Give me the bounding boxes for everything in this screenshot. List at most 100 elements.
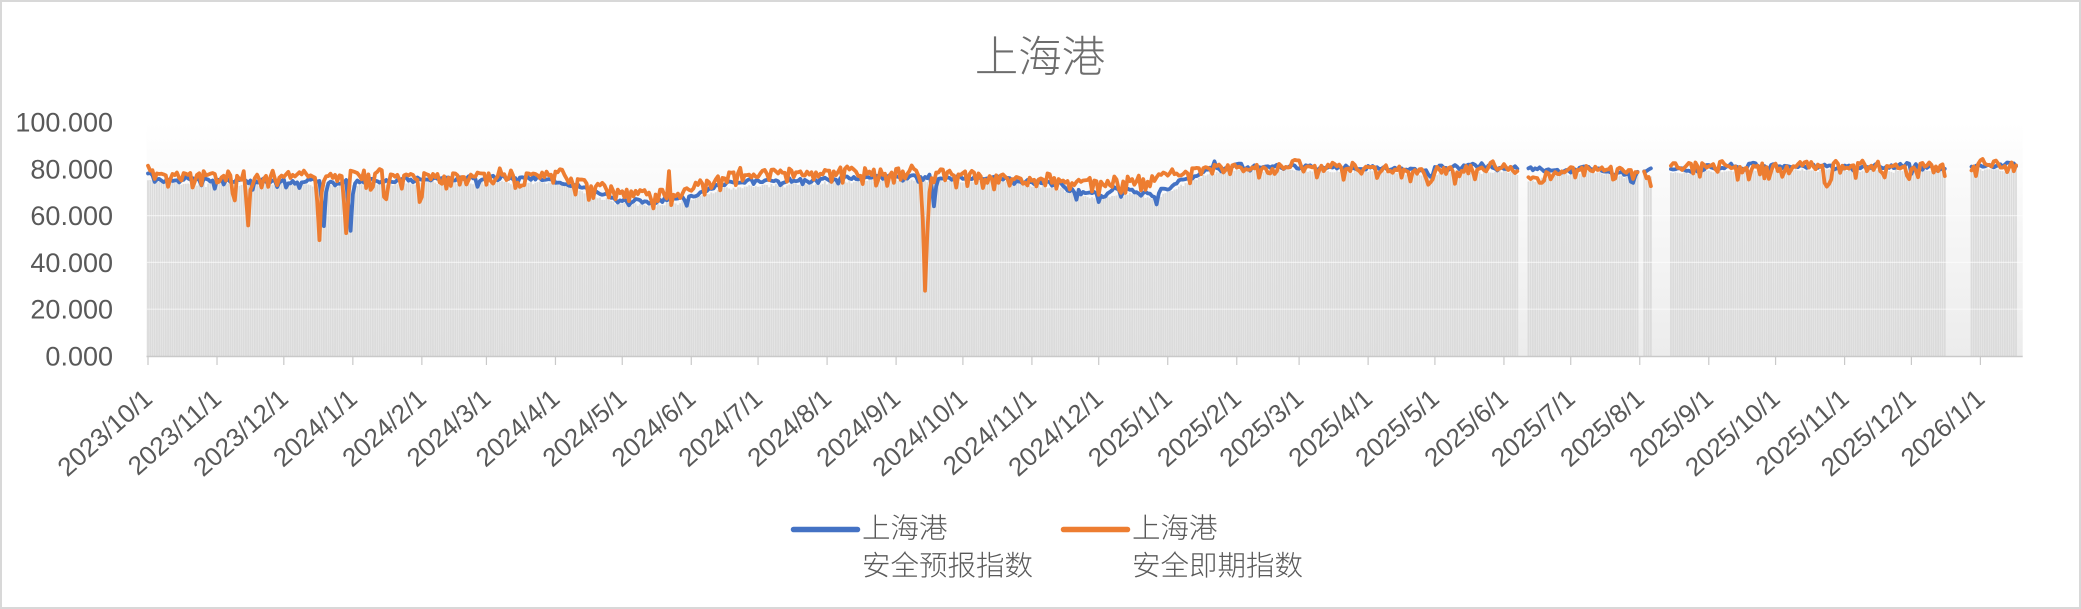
background-column xyxy=(1155,198,1158,356)
background-column xyxy=(213,184,216,356)
background-column xyxy=(1636,174,1639,356)
background-column xyxy=(683,203,686,356)
background-column xyxy=(505,181,508,356)
background-column xyxy=(1198,177,1200,356)
background-column xyxy=(835,181,837,356)
background-column xyxy=(162,182,165,356)
background-column xyxy=(570,186,572,356)
background-column xyxy=(1324,171,1327,356)
background-column xyxy=(768,187,771,356)
background-column xyxy=(1643,174,1646,356)
background-column xyxy=(672,203,675,356)
background-column xyxy=(844,181,846,356)
background-column xyxy=(233,183,236,356)
background-column xyxy=(1529,180,1532,356)
background-column xyxy=(1011,183,1013,356)
background-column xyxy=(810,182,813,356)
background-column xyxy=(868,179,871,356)
y-axis-label: 0.000 xyxy=(45,342,113,372)
background-column xyxy=(677,204,679,356)
background-column xyxy=(1002,180,1004,356)
background-column xyxy=(469,183,472,356)
background-column xyxy=(271,184,274,356)
background-column xyxy=(403,183,405,356)
background-column xyxy=(1594,173,1597,356)
background-column xyxy=(721,187,724,356)
legend-label-line2 xyxy=(864,551,1033,578)
background-column xyxy=(1532,180,1534,356)
background-column xyxy=(198,182,201,356)
background-column xyxy=(714,192,717,356)
background-column xyxy=(712,193,715,356)
background-column xyxy=(661,204,664,356)
background-column xyxy=(474,181,477,356)
background-column xyxy=(801,185,804,356)
background-column xyxy=(525,183,528,356)
background-column xyxy=(1583,171,1585,356)
background-column xyxy=(872,182,875,356)
background-column xyxy=(463,182,466,356)
background-column xyxy=(1516,174,1519,356)
background-column xyxy=(645,206,648,356)
background-column xyxy=(1861,170,1864,356)
background-column xyxy=(1790,170,1793,356)
background-column xyxy=(1333,172,1336,356)
background-column xyxy=(1874,170,1877,356)
background-column xyxy=(717,190,719,356)
background-column xyxy=(300,184,303,356)
background-column xyxy=(1331,172,1334,356)
background-column xyxy=(158,181,161,356)
chart-title-glyphs xyxy=(977,35,1105,75)
background-column xyxy=(1816,171,1819,356)
background-column xyxy=(1336,171,1338,356)
background-column xyxy=(574,189,577,356)
background-column xyxy=(1409,174,1412,356)
background-column xyxy=(1859,171,1862,356)
background-column xyxy=(1618,175,1621,356)
background-column xyxy=(968,182,971,356)
background-column xyxy=(441,183,443,356)
background-column xyxy=(1449,172,1452,356)
background-column xyxy=(461,182,463,356)
background-column xyxy=(823,181,826,356)
background-column xyxy=(1071,191,1073,356)
background-column xyxy=(1912,170,1915,356)
background-column xyxy=(1271,170,1274,356)
legend-item[interactable] xyxy=(790,514,1033,578)
background-column xyxy=(899,181,902,356)
background-column xyxy=(1088,198,1091,356)
background-column xyxy=(1908,170,1911,356)
background-column xyxy=(1727,171,1730,356)
background-column xyxy=(850,183,853,356)
background-column xyxy=(1371,171,1374,356)
background-column xyxy=(1560,174,1563,356)
background-column xyxy=(1888,171,1890,356)
background-column xyxy=(1558,173,1561,356)
background-column xyxy=(797,184,800,356)
background-column xyxy=(1552,173,1554,356)
background-column xyxy=(1627,174,1630,356)
legend-item[interactable] xyxy=(1060,514,1303,578)
background-column xyxy=(164,183,167,356)
background-column xyxy=(1935,171,1937,356)
background-column xyxy=(1013,183,1015,356)
background-column xyxy=(567,184,570,356)
background-column xyxy=(1195,180,1198,356)
background-column xyxy=(1676,172,1679,356)
background-column xyxy=(1705,170,1708,356)
background-column xyxy=(383,183,385,356)
background-column xyxy=(1420,175,1423,356)
background-column xyxy=(685,203,688,356)
background-column xyxy=(819,184,822,356)
background-column xyxy=(1451,172,1454,356)
background-column xyxy=(1632,175,1634,356)
background-column xyxy=(258,185,261,356)
background-column xyxy=(191,183,194,356)
background-column xyxy=(1685,172,1688,356)
background-column xyxy=(536,182,539,356)
background-column xyxy=(1772,170,1775,356)
background-column xyxy=(545,183,548,356)
background-column xyxy=(347,185,350,356)
background-column xyxy=(1467,171,1470,356)
